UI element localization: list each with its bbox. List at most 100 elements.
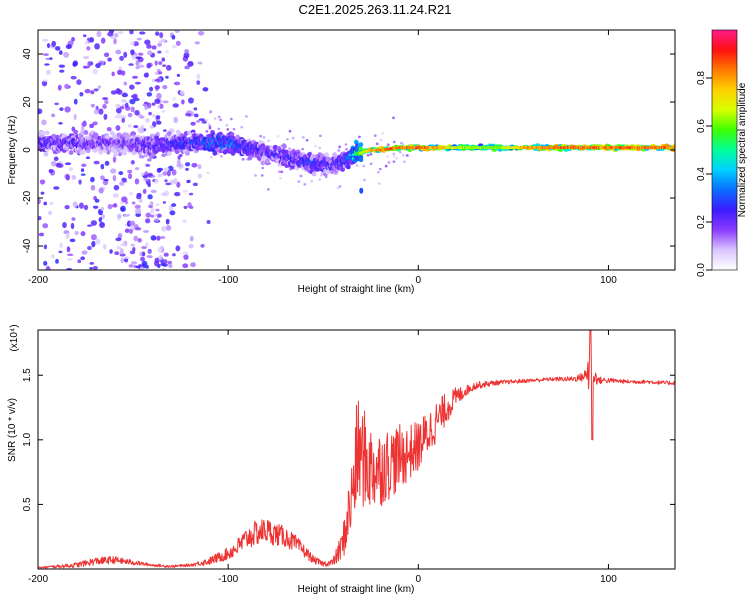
carrier-core-cell <box>451 146 453 149</box>
spectrum-scatter-point <box>130 106 135 113</box>
spectrum-scatter-point <box>79 202 84 209</box>
spectrum-scatter-point <box>116 246 122 250</box>
spectrum-scatter-point <box>169 210 176 216</box>
spectrum-scatter-point <box>154 260 160 267</box>
spectrum-scatter-point <box>190 262 196 268</box>
spectrum-ridge-cell <box>325 169 331 175</box>
spectrum-scatter-point <box>146 255 153 259</box>
carrier-core-cell <box>464 146 467 149</box>
carrier-core-cell <box>485 146 488 149</box>
spectrum-scatter-point <box>139 266 144 270</box>
spectrum-scatter-point <box>59 242 63 249</box>
spectrum-scatter-point <box>114 251 120 256</box>
spectrum-scatter-point <box>336 186 340 190</box>
carrier-core-cell <box>610 146 612 149</box>
carrier-core-cell <box>383 148 385 151</box>
carrier-core-cell <box>367 149 370 153</box>
spectrum-scatter-point <box>288 129 292 133</box>
carrier-core-cell <box>656 146 659 149</box>
spectrum-scatter-point <box>127 173 133 180</box>
carrier-core-cell <box>535 146 537 149</box>
spectrum-scatter-point <box>196 73 201 80</box>
spectrum-scatter-point <box>184 65 190 70</box>
colorbar-tick-label: 0.8 <box>696 71 707 85</box>
spectrum-scatter-point <box>387 161 391 164</box>
carrier-core-cell <box>400 146 402 149</box>
spectrum-scatter-point <box>98 187 104 194</box>
carrier-core-cell <box>608 146 610 149</box>
spectrum-scatter-point <box>51 40 57 47</box>
spectrum-scatter-point <box>128 63 134 66</box>
spectrum-scatter-point <box>165 75 169 79</box>
spectrum-scatter-point <box>167 260 173 265</box>
spectrum-scatter-point <box>70 75 77 80</box>
spectrum-scatter-point <box>80 168 85 172</box>
spectrum-scatter-point <box>58 50 63 55</box>
carrier-core-cell <box>636 146 638 149</box>
spectrum-ridge-cell <box>353 139 359 145</box>
carrier-core-cell <box>640 146 643 149</box>
spectrum-scatter-point <box>112 193 119 198</box>
carrier-core-cell <box>480 146 482 149</box>
carrier-core-cell <box>594 146 596 149</box>
carrier-core-cell <box>550 146 552 149</box>
spectrum-scatter-point <box>120 115 127 120</box>
spectrum-scatter-point <box>241 158 245 161</box>
spectrum-scatter-point <box>159 235 166 240</box>
carrier-core-cell <box>475 146 477 149</box>
spectrum-scatter-point <box>110 90 118 95</box>
spectrum-scatter-point <box>120 205 126 212</box>
spectrum-scatter-point <box>99 222 104 227</box>
carrier-core-cell <box>458 146 460 149</box>
carrier-core-cell <box>520 146 522 149</box>
carrier-core-cell <box>482 146 485 149</box>
spectrum-ridge-cell <box>166 131 172 136</box>
spectrum-scatter-point <box>54 46 61 51</box>
spectrum-scatter-point <box>44 63 50 66</box>
carrier-core-cell <box>359 151 361 155</box>
spectrum-scatter-point <box>43 244 48 250</box>
carrier-core-cell <box>395 146 397 150</box>
colorbar-tick-label: 0.6 <box>696 119 707 133</box>
snr-scale-label: (x10⁴) <box>9 324 20 351</box>
spectrum-scatter-point <box>90 103 95 108</box>
spectrum-scatter-point <box>189 235 194 242</box>
carrier-core-cell <box>424 146 427 149</box>
spectrum-scatter-point <box>57 84 62 91</box>
spectrum-scatter-point <box>127 112 133 118</box>
spectrum-scatter-point <box>150 207 155 214</box>
carrier-core-cell <box>652 146 654 149</box>
carrier-core-cell <box>528 146 530 149</box>
spectrum-scatter-point <box>345 147 348 151</box>
spectrum-scatter-point <box>77 259 82 264</box>
spectrum-scatter-point <box>145 72 149 78</box>
carrier-core-cell <box>648 146 650 149</box>
spectrum-scatter-point <box>151 113 156 118</box>
spectrum-scatter-point <box>171 169 177 176</box>
carrier-core-cell <box>580 146 583 149</box>
spectrum-scatter-point <box>51 113 56 118</box>
carrier-core-cell <box>433 146 435 149</box>
spectrum-ridge-cell <box>43 151 49 157</box>
spectrum-scatter-point <box>119 181 125 186</box>
carrier-core-cell <box>431 146 434 149</box>
spectrum-scatter-point <box>123 51 128 58</box>
spectrum-ridge-cell <box>311 171 317 177</box>
spectrum-scatter-point <box>301 147 305 151</box>
spectrum-scatter-point <box>100 213 106 220</box>
carrier-core-cell <box>620 146 623 149</box>
spectrum-scatter-point <box>156 120 162 125</box>
carrier-core-cell <box>435 146 437 149</box>
spectrum-scatter-point <box>208 125 212 128</box>
carrier-core-cell <box>483 146 486 149</box>
spectrum-scatter-point <box>115 107 122 114</box>
carrier-core-cell <box>413 146 415 149</box>
spectrum-scatter-point <box>183 254 189 260</box>
spectrum-scatter-point <box>188 192 194 196</box>
spectrum-scatter-point <box>369 152 373 156</box>
spectrum-scatter-point <box>155 115 161 120</box>
spectrum-scatter-point <box>121 99 127 103</box>
carrier-core-cell <box>579 146 582 149</box>
spectrum-scatter-point <box>162 100 169 104</box>
